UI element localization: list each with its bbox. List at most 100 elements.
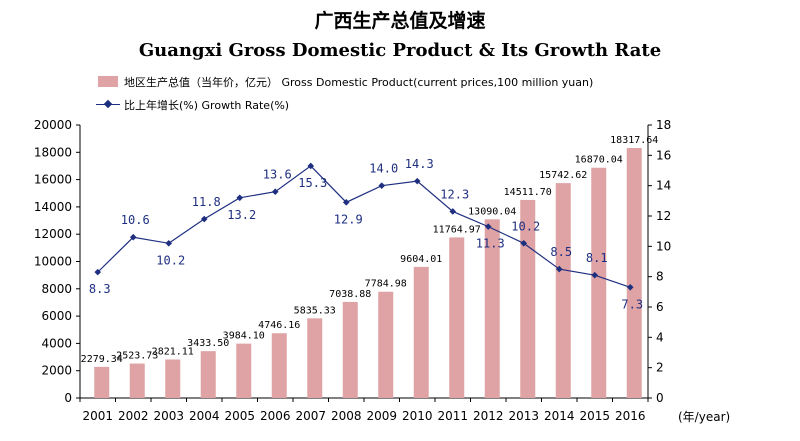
gdp-bar — [449, 237, 465, 398]
x-tick-label: 2008 — [331, 409, 362, 423]
gdp-data-label: 3984.10 — [223, 331, 265, 342]
y-right-tick-label: 0 — [656, 391, 664, 405]
x-tick-label: 2015 — [579, 409, 610, 423]
growth-data-label: 14.0 — [369, 162, 398, 176]
chart-title: 广西生产总值及增速 — [314, 10, 486, 32]
y-left-tick-label: 6000 — [41, 309, 72, 323]
growth-rate-point — [342, 199, 350, 206]
line-series — [94, 162, 634, 291]
legend-entry-gdp: 地区生产总值（当年价，亿元） Gross Domestic Product(cu… — [96, 74, 593, 90]
gdp-data-label: 11764.97 — [433, 224, 481, 235]
y-left-tick-label: 14000 — [34, 200, 72, 214]
gdp-bar — [555, 183, 571, 398]
gdp-data-label: 7784.98 — [365, 279, 407, 290]
x-axis-unit: (年/year) — [678, 410, 730, 424]
chart-subtitle: Guangxi Gross Domestic Product & Its Gro… — [138, 40, 662, 61]
growth-data-label: 8.1 — [586, 251, 608, 265]
gdp-bar — [271, 333, 287, 398]
gdp-bar — [413, 266, 429, 398]
growth-rate-point — [129, 233, 137, 241]
x-tick-label: 2009 — [366, 409, 397, 423]
x-tick-label: 2016 — [615, 409, 646, 423]
x-tick-label: 2014 — [544, 409, 575, 423]
growth-rate-point — [236, 194, 244, 202]
growth-data-label: 7.3 — [621, 297, 643, 311]
gdp-bar — [484, 219, 500, 398]
growth-data-label: 12.3 — [440, 187, 469, 201]
x-tick-label: 2010 — [402, 409, 433, 423]
gdp-bar — [591, 167, 607, 398]
growth-data-label: 11.3 — [476, 237, 505, 251]
y-left-tick-label: 16000 — [34, 173, 72, 187]
y-left-tick-label: 2000 — [41, 364, 72, 378]
y-right-tick-label: 4 — [656, 330, 664, 344]
x-tick-label: 2002 — [118, 409, 149, 423]
gdp-data-label: 7038.88 — [329, 289, 371, 300]
gdp-bar — [165, 359, 181, 398]
gdp-data-label: 2821.11 — [152, 346, 194, 357]
gdp-data-label: 5835.33 — [294, 305, 336, 316]
y-left-tick-label: 0 — [64, 391, 72, 405]
gdp-bar — [200, 351, 216, 398]
gdp-bar — [378, 291, 394, 398]
growth-data-label: 10.2 — [156, 253, 185, 267]
x-tick-label: 2004 — [189, 409, 220, 423]
y-right-tick-label: 10 — [656, 239, 671, 253]
legend-label-growth: 比上年增长(%) Growth Rate(%) — [124, 99, 290, 112]
y-right-tick-label: 6 — [656, 300, 664, 314]
gdp-data-label: 18317.64 — [610, 135, 658, 146]
x-tick-label: 2001 — [82, 409, 113, 423]
gdp-data-label: 2523.73 — [116, 351, 158, 362]
x-tick-label: 2012 — [473, 409, 504, 423]
y-right-tick-label: 14 — [656, 179, 671, 193]
x-tick-label: 2003 — [153, 409, 184, 423]
growth-data-label: 10.2 — [511, 219, 540, 233]
y-left-tick-label: 20000 — [34, 118, 72, 132]
growth-data-label: 10.6 — [121, 213, 150, 227]
growth-data-label: 13.6 — [263, 168, 292, 182]
gdp-bar — [307, 318, 323, 398]
growth-data-label: 15.3 — [298, 176, 327, 190]
gdp-data-label: 9604.01 — [400, 254, 442, 265]
legend-entry-growth: 比上年增长(%) Growth Rate(%) — [96, 97, 289, 113]
x-tick-label: 2013 — [508, 409, 539, 423]
x-tick-label: 2011 — [437, 409, 468, 423]
gdp-bar — [342, 301, 358, 398]
growth-rate-point — [449, 208, 457, 215]
growth-rate-point — [520, 240, 528, 247]
growth-rate-line — [97, 165, 631, 288]
growth-rate-point — [271, 188, 279, 196]
y-left-tick-label: 10000 — [34, 255, 72, 269]
legend-line-swatch — [96, 99, 120, 110]
y-left-tick-label: 4000 — [41, 336, 72, 350]
growth-rate-point — [200, 215, 208, 223]
axes: 0200040006000800010000120001400016000180… — [34, 118, 671, 423]
gdp-data-label: 4746.16 — [258, 320, 300, 331]
y-left-tick-label: 8000 — [41, 282, 72, 296]
growth-rate-point — [413, 177, 421, 185]
gdp-data-label: 2279.34 — [81, 354, 123, 365]
growth-rate-point — [555, 265, 563, 273]
y-left-tick-label: 12000 — [34, 227, 72, 241]
growth-data-label: 14.3 — [405, 157, 434, 171]
y-right-tick-label: 18 — [656, 118, 671, 132]
y-left-tick-label: 18000 — [34, 145, 72, 159]
x-tick-label: 2007 — [295, 409, 326, 423]
growth-rate-point — [591, 271, 599, 279]
gdp-data-label: 14511.70 — [504, 187, 552, 198]
growth-rate-point — [484, 223, 492, 230]
y-right-tick-label: 2 — [656, 361, 664, 375]
gdp-bar — [129, 363, 145, 398]
bar-series — [94, 147, 642, 398]
growth-data-label: 13.2 — [227, 208, 256, 222]
gdp-data-label: 13090.04 — [468, 206, 516, 217]
growth-data-label: 8.5 — [550, 245, 572, 259]
legend-label-gdp: 地区生产总值（当年价，亿元） Gross Domestic Product(cu… — [124, 76, 594, 89]
y-right-tick-label: 16 — [656, 148, 671, 162]
growth-data-label: 11.8 — [192, 195, 221, 209]
gdp-bar — [94, 366, 110, 398]
gdp-data-label: 3433.50 — [187, 338, 229, 349]
gdp-bar — [626, 147, 642, 398]
growth-rate-point — [307, 162, 315, 170]
